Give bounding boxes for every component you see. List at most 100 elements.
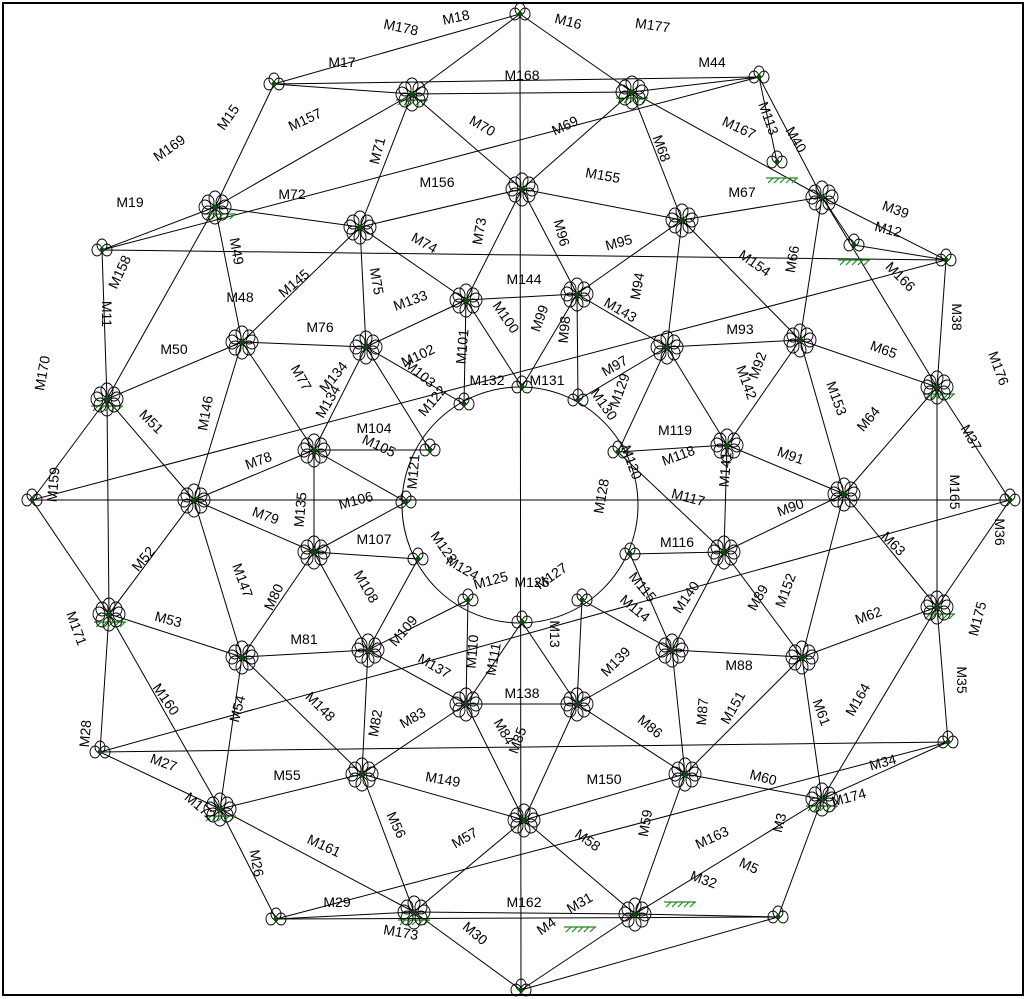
member-line [576, 293, 668, 348]
node-hinge-icon [785, 640, 819, 675]
member-label: M120 [618, 443, 645, 482]
member-line [723, 493, 845, 553]
member-label: M94 [627, 271, 648, 301]
member-label: M154 [736, 246, 774, 279]
member-label: M146 [194, 394, 216, 431]
member-label: M99 [527, 303, 551, 334]
member-line [361, 649, 369, 775]
member-label: M73 [469, 216, 490, 246]
node-hinge-icon [511, 375, 533, 394]
member-label: M26 [247, 848, 268, 878]
member-label: M29 [323, 894, 350, 910]
member-line [576, 703, 686, 775]
member-line [465, 599, 469, 705]
member-line [219, 808, 277, 920]
member-label: M152 [772, 571, 799, 610]
member-line [193, 341, 243, 501]
node-hinge-icon [203, 792, 237, 827]
nodes-layer [21, 4, 1021, 997]
member-line [31, 499, 110, 615]
fixed-support-icon [564, 926, 596, 933]
member-line [241, 341, 367, 348]
member-label: M165 [947, 474, 963, 509]
member-label: M13 [547, 620, 563, 647]
member-line [723, 551, 803, 658]
member-label: M92 [745, 350, 769, 381]
member-line [367, 649, 467, 705]
node-hinge-icon [665, 203, 699, 238]
member-label: M113 [755, 100, 782, 138]
member-line [241, 649, 369, 658]
member-line [275, 916, 779, 920]
member-label: M12 [873, 218, 904, 241]
member-line [465, 188, 523, 301]
member-label: M138 [504, 685, 539, 701]
member-label: M58 [572, 826, 604, 855]
node-hinge-icon [509, 4, 531, 21]
member-line [523, 819, 636, 915]
member-label: M56 [384, 809, 410, 841]
member-label: M126 [514, 574, 549, 590]
member-line [671, 649, 803, 658]
member-label: M160 [149, 680, 182, 718]
member-line [617, 451, 725, 553]
member-label: M141 [716, 451, 735, 487]
node-hinge-icon [560, 687, 594, 722]
node-hinge-icon [349, 330, 383, 365]
node-hinge-icon [748, 65, 770, 84]
member-label: M132 [469, 372, 504, 388]
member-line [361, 703, 467, 775]
member-label: M118 [660, 442, 698, 469]
member-label: M158 [105, 252, 134, 291]
member-line [365, 346, 431, 451]
node-hinge-icon [395, 490, 417, 509]
member-line [313, 551, 369, 651]
member-line [634, 798, 823, 915]
node-hinge-icon [920, 590, 954, 625]
member-label: M149 [424, 768, 461, 790]
node-hinge-icon [571, 588, 593, 607]
member-label: M116 [660, 534, 694, 550]
member-line [521, 188, 683, 221]
member-line [799, 196, 823, 341]
member-label: M164 [842, 680, 873, 719]
member-line [413, 911, 636, 915]
member-label: M140 [669, 578, 702, 616]
member-label: M153 [823, 379, 850, 418]
node-hinge-icon [615, 75, 649, 110]
member-line [576, 293, 579, 401]
member-label: M161 [305, 831, 344, 860]
node-hinge-icon [510, 978, 532, 997]
member-line [936, 606, 949, 743]
node-hinge-icon [265, 907, 287, 926]
member-line [101, 76, 760, 251]
member-label: M109 [386, 612, 421, 649]
member-line [241, 551, 315, 658]
member-label: M166 [882, 258, 918, 294]
fixed-support-icon [766, 177, 798, 184]
member-label: M36 [992, 518, 1008, 545]
member-label: M34 [867, 751, 898, 774]
node-hinge-icon [457, 588, 479, 607]
node-hinge-icon [650, 330, 684, 365]
member-label: M156 [419, 174, 454, 190]
member-line [777, 798, 823, 918]
member-label: M11 [99, 301, 115, 327]
node-hinge-icon [783, 323, 817, 358]
member-label: M119 [658, 422, 692, 438]
node-hinge-icon [449, 283, 483, 318]
node-hinge-icon [297, 535, 331, 570]
member-line [241, 656, 363, 775]
member-labels-layer: M178 M18 M177 M16 M17 M168 M44 M169 M15 M157 M70 M6… [31, 6, 1012, 948]
member-label: M28 [76, 719, 94, 748]
member-line [241, 341, 315, 451]
member-line [758, 76, 778, 163]
member-line [31, 398, 108, 501]
member-label: M57 [449, 824, 481, 852]
member-line [273, 83, 413, 95]
member-label: M62 [853, 603, 884, 627]
member-label: M131 [529, 372, 564, 388]
member-line [843, 386, 938, 495]
member-line [521, 293, 578, 388]
member-label: M96 [551, 217, 574, 248]
